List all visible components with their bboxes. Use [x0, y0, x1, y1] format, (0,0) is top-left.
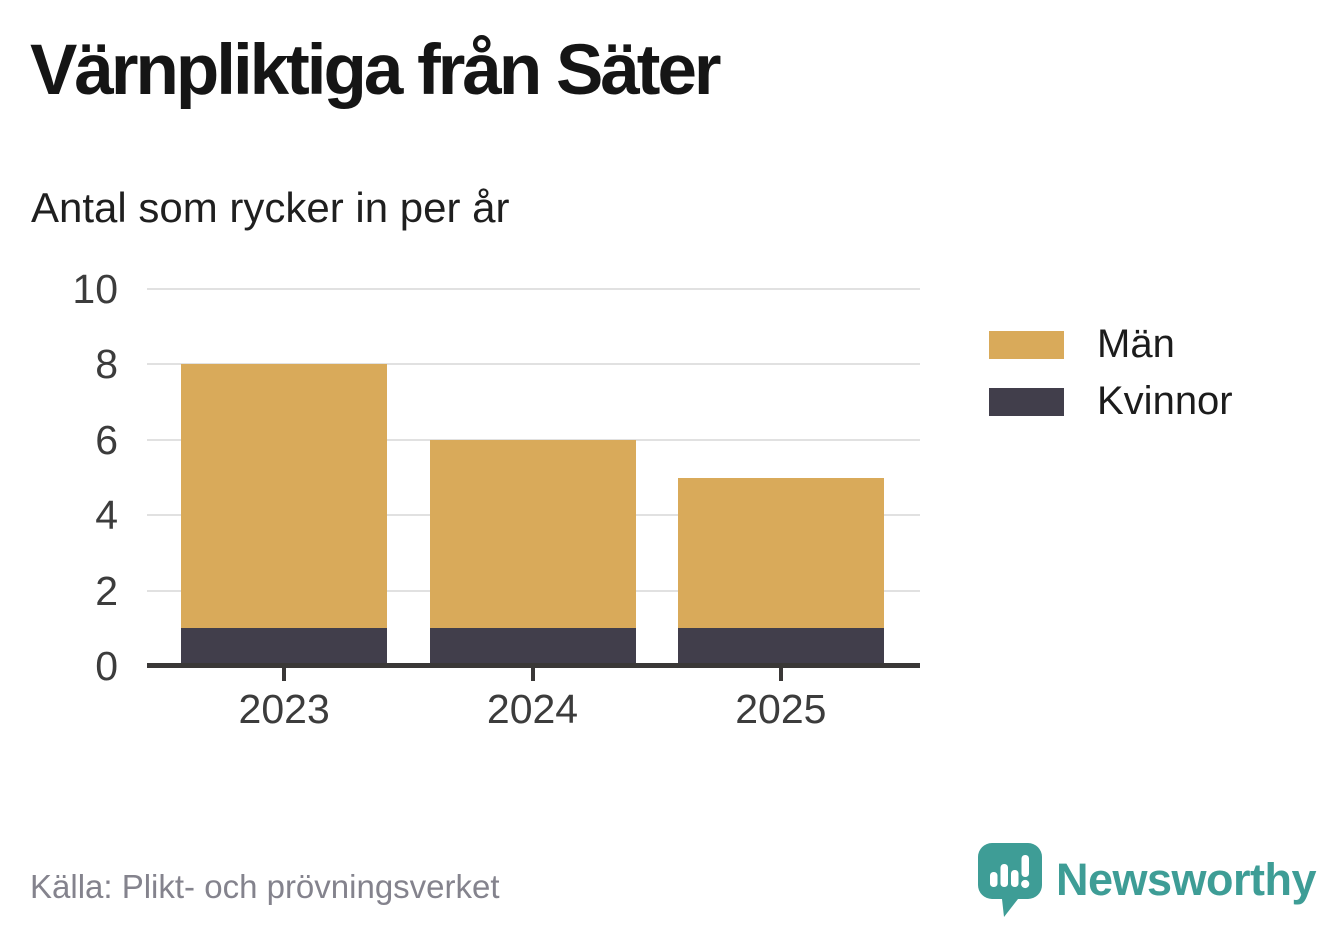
bar-2023-kvinnor	[181, 628, 388, 666]
y-axis-tick-label: 2	[95, 567, 118, 614]
legend-swatch-women-icon	[989, 387, 1064, 416]
brand-logo: Newsworthy	[978, 843, 1317, 917]
x-axis-tick-label: 2023	[238, 686, 330, 732]
x-axis-tick	[530, 668, 535, 681]
gridline-y10	[147, 288, 920, 290]
legend-label-men: Män	[1097, 322, 1175, 366]
y-axis-tick-label: 6	[95, 416, 118, 463]
legend-swatch-men-icon	[989, 330, 1064, 359]
brand-name: Newsworthy	[1056, 854, 1317, 905]
x-axis-line	[147, 663, 920, 668]
speech-bubble-bar-chart-icon	[978, 843, 1042, 917]
bar-2025-kvinnor	[677, 628, 884, 666]
y-axis-tick-label: 0	[95, 643, 118, 689]
bar-2025-män	[677, 477, 884, 629]
x-axis-tick	[778, 668, 783, 681]
y-axis-tick-label: 10	[72, 266, 118, 312]
legend-item-women: Kvinnor	[989, 373, 1233, 430]
legend-item-men: Män	[989, 316, 1233, 373]
bar-2024-kvinnor	[429, 628, 636, 666]
source-attribution: Källa: Plikt- och prövningsverket	[30, 868, 500, 905]
y-axis-tick-label: 8	[95, 341, 118, 388]
chart-subtitle: Antal som rycker in per år	[31, 184, 510, 231]
legend-label-women: Kvinnor	[1097, 379, 1233, 423]
y-axis-tick-label: 4	[95, 492, 118, 539]
gridline-y8	[147, 363, 920, 366]
chart-title: Värnpliktiga från Säter	[30, 31, 722, 110]
x-axis-tick	[282, 668, 287, 681]
bar-2023-män	[181, 364, 388, 629]
x-axis-tick-label: 2024	[486, 686, 579, 732]
bar-2024-män	[429, 439, 636, 629]
legend: Män Kvinnor	[989, 316, 1233, 430]
x-axis-tick-label: 2025	[735, 686, 827, 732]
